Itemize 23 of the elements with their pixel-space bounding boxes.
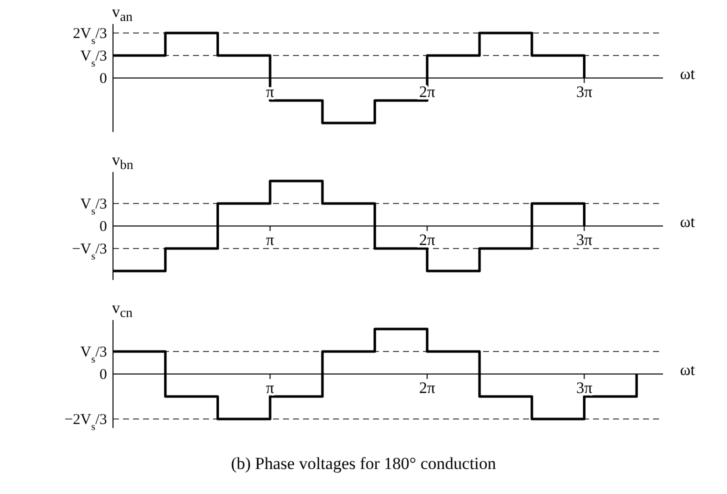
x-axis-title: ωt xyxy=(680,214,695,232)
ref-line-label: −2V$_{s}$/3 xyxy=(64,412,107,432)
x-tick-label: 3π xyxy=(576,84,592,101)
x-tick-label: 2π xyxy=(419,380,436,397)
ref-line-label: V$_{s}$/3 xyxy=(80,344,107,365)
x-tick-label: 2π xyxy=(419,232,436,249)
ref-line-label: −V$_{s}$/3 xyxy=(72,242,107,262)
y-axis-title: v$_{an}$ xyxy=(112,4,133,26)
text: 0 xyxy=(100,219,107,235)
ref-line-label: V$_{s}$/3 xyxy=(80,196,107,217)
ref-line-label: V$_{s}$/3 xyxy=(80,48,107,69)
text: 0 xyxy=(100,367,107,383)
y-axis-title: v$_{bn}$ xyxy=(112,152,134,174)
y-axis-title: v$_{cn}$ xyxy=(112,300,133,322)
text: (b) Phase voltages for 180° conduction xyxy=(230,454,498,474)
x-tick-label: 3π xyxy=(576,380,592,397)
text: 0 xyxy=(100,71,107,87)
ref-line-label: 2V$_{s}$/3 xyxy=(72,26,107,46)
x-axis-title: ωt xyxy=(680,66,695,84)
x-tick-label: π xyxy=(266,232,274,249)
x-axis-title: ωt xyxy=(680,362,695,380)
x-tick-label: 3π xyxy=(576,232,592,249)
x-tick-label: π xyxy=(266,380,274,397)
